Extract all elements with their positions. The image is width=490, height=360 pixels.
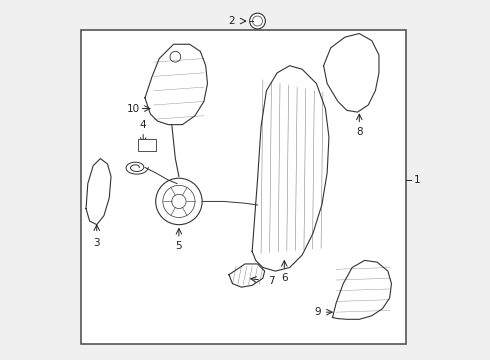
FancyBboxPatch shape [81, 30, 406, 344]
Polygon shape [252, 66, 329, 271]
Text: 4: 4 [140, 120, 147, 130]
Polygon shape [145, 44, 207, 125]
Circle shape [156, 178, 202, 225]
Polygon shape [229, 264, 265, 287]
FancyBboxPatch shape [138, 139, 156, 152]
Text: 2: 2 [228, 16, 235, 26]
Text: 1: 1 [414, 175, 420, 185]
Polygon shape [333, 260, 392, 319]
Text: 10: 10 [126, 104, 140, 113]
Text: 8: 8 [356, 127, 363, 137]
Polygon shape [323, 33, 379, 112]
Text: 5: 5 [175, 241, 182, 251]
Text: 9: 9 [314, 307, 321, 317]
Text: 6: 6 [281, 273, 288, 283]
Text: 7: 7 [268, 276, 275, 286]
Text: 3: 3 [94, 238, 100, 248]
Circle shape [249, 13, 266, 29]
Polygon shape [86, 158, 111, 225]
